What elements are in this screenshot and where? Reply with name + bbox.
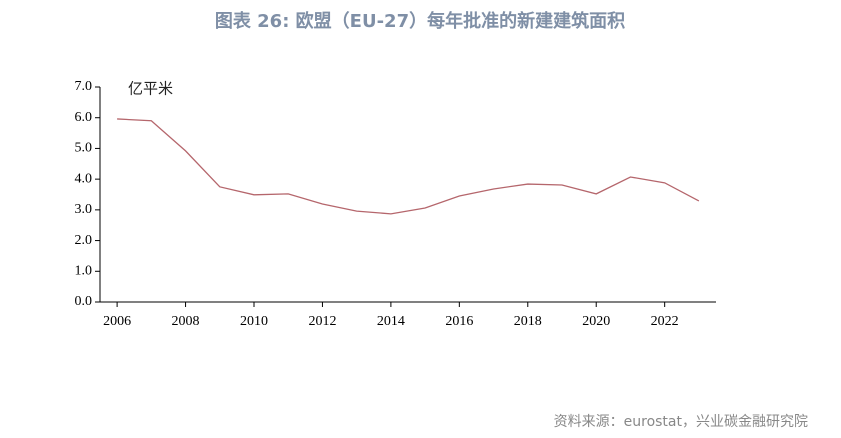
x-tick-label: 2006 (103, 314, 131, 329)
x-tick-label: 2010 (240, 314, 268, 329)
y-tick-label: 4.0 (75, 171, 93, 186)
x-tick-label: 2020 (582, 314, 610, 329)
x-tick-label: 2018 (514, 314, 542, 329)
line (117, 118, 700, 215)
y-tick-label: 7.0 (75, 79, 93, 94)
unit-label: 亿平米 (128, 80, 173, 98)
x-tick-label: 2014 (377, 314, 405, 329)
x-tick-label: 2016 (445, 314, 473, 329)
x-tick-label: 2022 (651, 314, 679, 329)
source: 资料来源：eurostat，兴业碳金融研究院 (554, 414, 808, 430)
y-tick-label: 0.0 (75, 294, 93, 309)
y-tick-label: 3.0 (75, 202, 93, 217)
y-tick-label: 6.0 (75, 110, 93, 125)
y-tick-label: 5.0 (75, 141, 93, 156)
y-tick-label: 1.0 (75, 264, 93, 279)
chart-title: 图表 26: 欧盟（EU-27）每年批准的新建建筑面积 (215, 10, 625, 32)
y-tick-label: 2.0 (75, 233, 93, 248)
x-tick-label: 2012 (308, 314, 336, 329)
x-tick-label: 2008 (172, 314, 200, 329)
